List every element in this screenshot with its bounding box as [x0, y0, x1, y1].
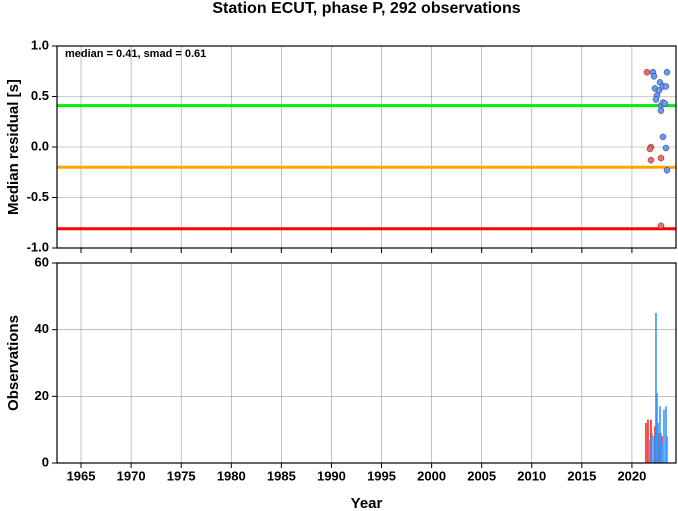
- x-tick-label: 2015: [567, 468, 596, 483]
- point: [657, 154, 665, 162]
- x-tick-label: 2005: [467, 468, 496, 483]
- bar: [645, 423, 647, 463]
- point: [657, 107, 665, 114]
- bar: [655, 313, 657, 463]
- bar: [651, 433, 653, 463]
- x-tick-label: 1995: [367, 468, 396, 483]
- bar: [663, 409, 665, 463]
- bar: [666, 436, 668, 463]
- x-axis-label: Year: [351, 495, 383, 511]
- bar: [653, 436, 655, 463]
- point: [662, 144, 670, 152]
- x-tick-label: 2010: [517, 468, 546, 483]
- bar: [657, 423, 659, 463]
- point: [647, 156, 655, 164]
- y-tick-label: 20: [35, 388, 49, 403]
- point: [663, 166, 671, 174]
- y-tick-label: -1.0: [27, 239, 49, 254]
- point: [655, 87, 663, 94]
- bar: [649, 439, 651, 463]
- bar: [650, 419, 652, 463]
- x-tick-label: 1975: [167, 468, 196, 483]
- x-tick-label: 1965: [67, 468, 96, 483]
- bar: [661, 443, 663, 463]
- bar: [660, 433, 662, 463]
- point: [650, 73, 658, 80]
- x-tick-label: 2020: [617, 468, 646, 483]
- y-axis-label: Observations: [5, 315, 22, 411]
- bar: [659, 406, 661, 463]
- y-tick-label: 1.0: [31, 37, 49, 52]
- y-tick-label: 40: [35, 321, 49, 336]
- point: [652, 96, 660, 103]
- annotation: median = 0.41, smad = 0.61: [65, 48, 206, 60]
- y-tick-label: 0: [42, 454, 49, 469]
- chart-title: Station ECUT, phase P, 292 observations: [212, 0, 520, 17]
- x-tick-label: 1970: [117, 468, 146, 483]
- x-tick-label: 2000: [417, 468, 446, 483]
- bar: [647, 419, 649, 463]
- y-tick-label: 0.5: [31, 88, 49, 103]
- y-tick-label: 60: [35, 254, 49, 269]
- point: [659, 133, 667, 141]
- bar: [658, 433, 660, 463]
- plot-frame: [56, 262, 677, 464]
- y-tick-label: 0.0: [31, 138, 49, 153]
- point: [646, 145, 654, 153]
- point: [661, 100, 669, 107]
- x-tick-label: 1985: [267, 468, 296, 483]
- y-axis-label: Median residual [s]: [5, 79, 22, 215]
- point: [662, 83, 670, 90]
- y-tick-label: -0.5: [27, 189, 49, 204]
- bar: [665, 406, 667, 463]
- plot-frame: [56, 45, 677, 249]
- x-tick-label: 1990: [317, 468, 346, 483]
- x-tick-label: 1980: [217, 468, 246, 483]
- point: [663, 69, 671, 76]
- point: [643, 69, 651, 76]
- bar: [656, 393, 658, 463]
- bar: [654, 426, 656, 463]
- point: [657, 222, 665, 230]
